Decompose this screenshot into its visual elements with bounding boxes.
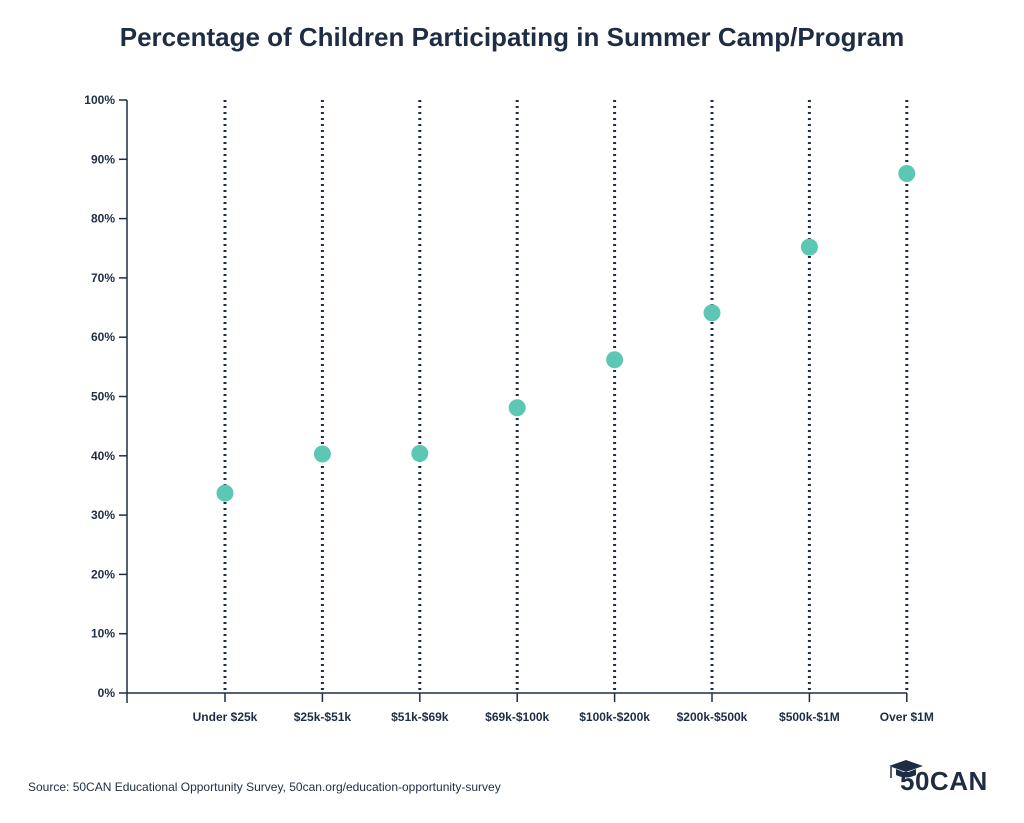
y-tick-label: 50% xyxy=(91,390,115,404)
y-tick-label: 40% xyxy=(91,449,115,463)
x-tick-label: Under $25k xyxy=(193,710,258,724)
y-tick-label: 70% xyxy=(91,271,115,285)
logo-text: 50CAN xyxy=(900,766,988,796)
y-tick-label: 30% xyxy=(91,508,115,522)
source-note: Source: 50CAN Educational Opportunity Su… xyxy=(28,780,501,794)
y-tick-label: 80% xyxy=(91,212,115,226)
data-point xyxy=(216,484,234,502)
scatter-chart: 0% 10% 20% 30% 40% 50% 60% 70% 80% 90% 100% Under $… xyxy=(84,93,934,724)
y-tick-label: 100% xyxy=(84,93,115,107)
y-tick-label: 10% xyxy=(91,627,115,641)
brand-logo: 50CAN xyxy=(886,756,996,800)
data-point xyxy=(313,445,331,463)
x-tick-label: $500k-$1M xyxy=(779,710,840,724)
data-point xyxy=(703,304,721,322)
data-point xyxy=(411,444,429,462)
chart-title: Percentage of Children Participating in … xyxy=(119,22,905,52)
y-tick-label: 0% xyxy=(98,686,116,700)
data-point xyxy=(606,351,624,369)
data-point xyxy=(508,399,526,417)
y-tick-label: 90% xyxy=(91,152,115,166)
y-tick-label: 60% xyxy=(91,330,115,344)
x-tick-label: $100k-$200k xyxy=(579,710,650,724)
x-tick-label: Over $1M xyxy=(880,710,934,724)
graduation-cap-icon xyxy=(889,760,923,778)
x-tick-label: $51k-$69k xyxy=(391,710,449,724)
y-tick-label: 20% xyxy=(91,567,115,581)
x-tick-label: $25k-$51k xyxy=(294,710,352,724)
data-point xyxy=(800,238,818,256)
x-tick-label: $200k-$500k xyxy=(677,710,748,724)
x-tick-label: $69k-$100k xyxy=(485,710,549,724)
data-point xyxy=(898,165,916,183)
